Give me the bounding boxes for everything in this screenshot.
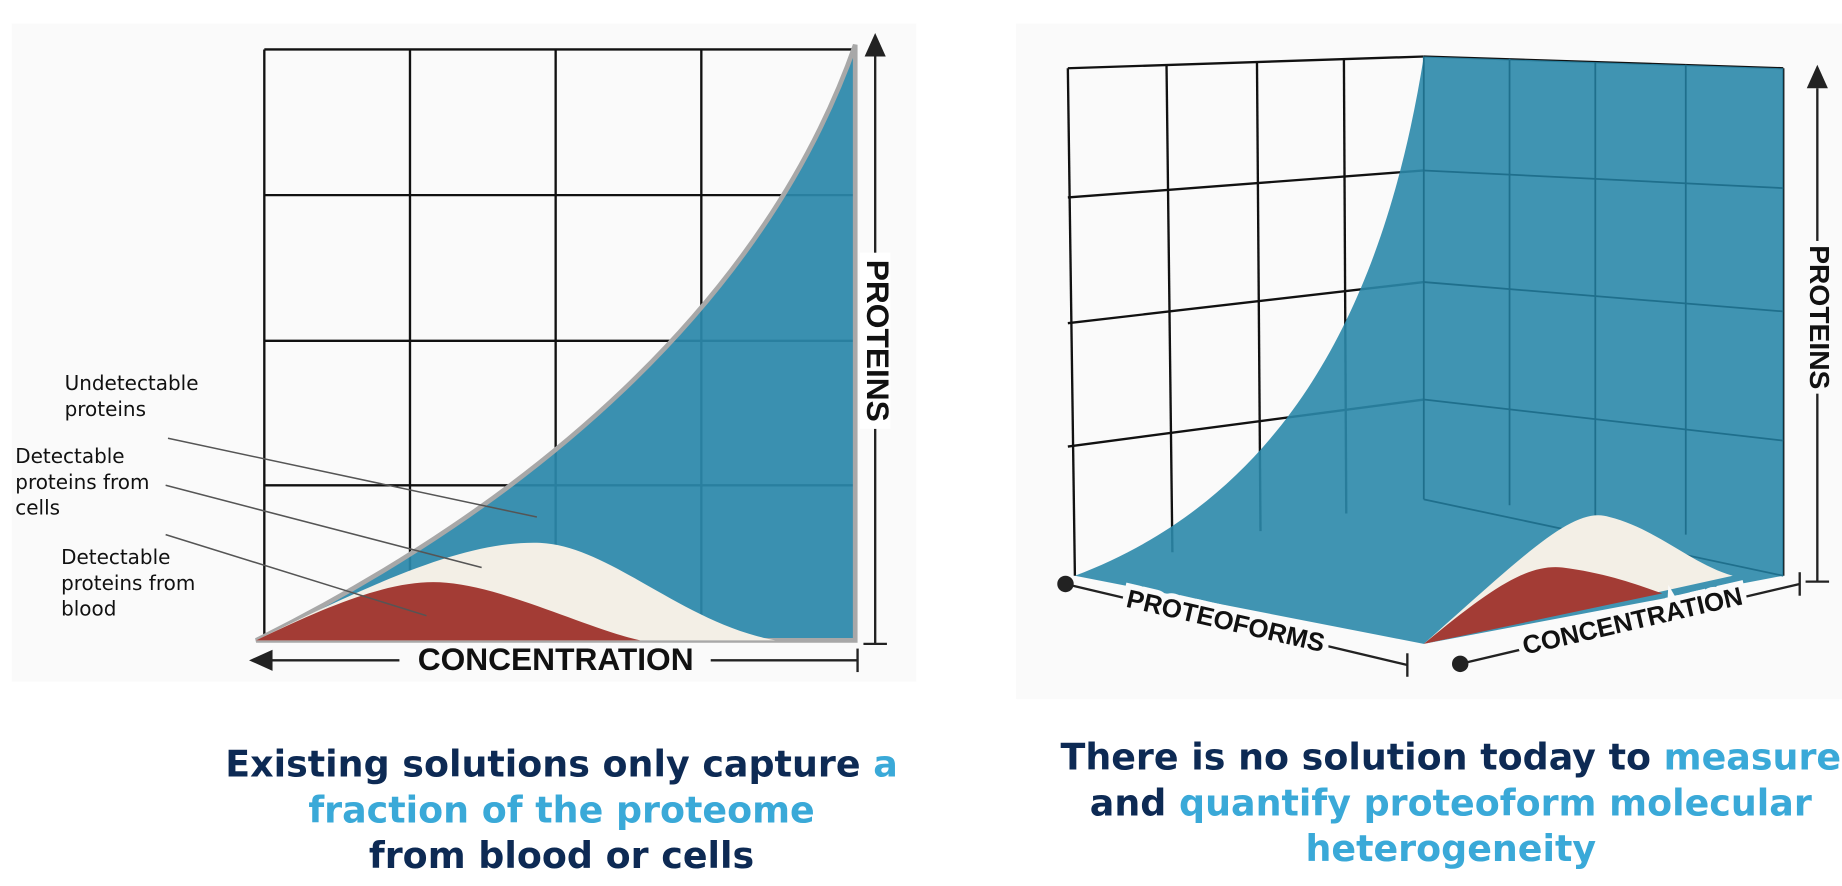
label-bg [1800,240,1834,394]
caption-text: fraction of the proteome [308,788,814,831]
label-line: Detectable [15,444,124,468]
label-line: proteins from [15,470,149,494]
caption-text: from blood or cells [369,834,754,877]
label-line: Undetectable [65,371,199,395]
label-line: proteins [65,397,146,421]
caption-text: Existing solutions only capture [225,743,873,786]
leader-lines [165,437,538,617]
axis-end [1057,575,1074,593]
caption-text: measure [1664,736,1841,779]
left-diagram: Undetectable proteins Detectable proteins … [11,23,917,878]
label-bg [399,643,711,677]
caption-text: There is no solution today to [1060,736,1663,779]
caption: Existing solutions only capture a fractio… [225,743,898,878]
surface [1074,56,1784,644]
axis-end [1451,655,1469,673]
y-axis-label: PROTEINS [860,260,896,422]
blood-area [1423,567,1663,644]
arrow [249,649,273,671]
caption: There is no solution today to measure and… [1060,736,1841,871]
label: Undetectable proteins [65,371,199,421]
label-bg [859,252,891,429]
label-line: blood [61,597,116,621]
arrow [1806,64,1828,89]
blood-area [256,582,641,641]
y-axis-label: PROTEINS [1804,245,1836,389]
caption-text: heterogeneity [1305,827,1596,870]
label-line: cells [15,496,60,520]
undetectable-area [255,43,858,643]
caption-text: quantify proteoform molecular [1179,781,1812,824]
label: Detectable proteins from blood [61,545,195,621]
x-axis-label: CONCENTRATION [418,641,694,677]
label: Detectable proteins from cells [15,444,149,520]
label-line: Detectable [61,545,170,569]
arrow [864,33,886,57]
right-diagram: PROTEINS PROTEOFORMS CONCENTRATION There… [1016,23,1842,871]
caption-text: and [1090,781,1179,824]
caption-text: a [873,743,898,786]
label-line: proteins from [61,571,195,595]
